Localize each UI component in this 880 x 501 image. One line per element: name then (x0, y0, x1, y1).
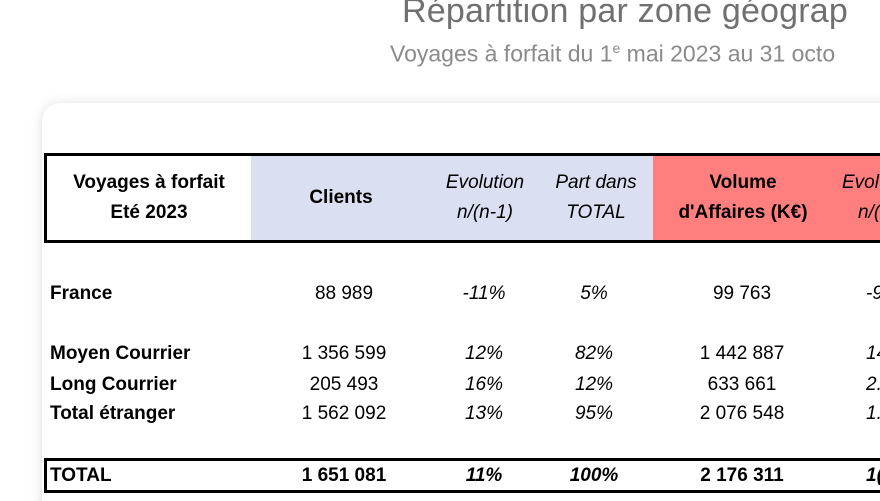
total-clients: 1 651 081 (301, 465, 387, 486)
table-row-total: TOTAL 1 651 081 11% 100% 2 176 311 1( (44, 461, 880, 491)
header-evolution: Evolution n/(n-1) (431, 156, 539, 240)
header-clients: Clients (251, 156, 431, 240)
row-label: Long Courrier (50, 374, 177, 395)
table-row-france: France 88 989 -11% 5% 99 763 -9 (44, 279, 880, 309)
row-clients: 1 562 092 (301, 403, 387, 424)
total-row-border (44, 458, 880, 493)
total-volume: 2 176 311 (700, 465, 784, 486)
header-part: Part dans TOTAL (539, 156, 653, 240)
header-evolution-volume-line1: Evol (842, 172, 879, 193)
row-volume: 99 763 (712, 283, 772, 304)
row-label: Total étranger (50, 403, 176, 424)
page-subtitle: Voyages à forfait du 1e mai 2023 au 31 o… (390, 40, 835, 68)
header-voyages-line1: Voyages à forfait (73, 172, 225, 193)
row-label: Moyen Courrier (50, 343, 191, 364)
header-evolution-volume: Evol n/( (833, 156, 880, 240)
header-part-line1: Part dans (555, 172, 637, 193)
row-part: 82% (574, 343, 614, 364)
row-clients: 205 493 (309, 374, 379, 395)
row-volume: 1 442 887 (699, 343, 785, 364)
row-volume: 2 076 548 (699, 403, 785, 424)
row-clients: 88 989 (314, 283, 374, 304)
row-evolution: 13% (464, 403, 504, 424)
table-row-moyen-courrier: Moyen Courrier 1 356 599 12% 82% 1 442 8… (44, 339, 880, 369)
header-volume: Volume d'Affaires (K€) (653, 156, 833, 240)
header-part-line2: TOTAL (566, 202, 626, 223)
row-evolution: 16% (464, 374, 504, 395)
row-evolution: -11% (462, 283, 506, 304)
row-volume: 633 661 (707, 374, 777, 395)
table-row-long-courrier: Long Courrier 205 493 16% 12% 633 661 2. (44, 370, 880, 400)
row-volume-evolution: 14 (866, 343, 880, 364)
row-part: 95% (574, 403, 614, 424)
header-volume-line1: Volume (709, 172, 777, 193)
table-header: Voyages à forfait Eté 2023 Clients Evolut… (44, 153, 880, 243)
subtitle-end: mai 2023 au 31 octo (620, 40, 836, 67)
row-clients: 1 356 599 (301, 343, 387, 364)
row-part: 5% (580, 283, 608, 304)
row-volume-evolution: 1. (866, 403, 880, 424)
header-evolution-line1: Evolution (445, 172, 525, 193)
subtitle-superscript: e (612, 40, 621, 56)
page-title: Répartition par zone géograp (402, 0, 849, 30)
header-voyages-line2: Eté 2023 (110, 202, 188, 223)
total-part: 100% (569, 465, 619, 486)
subtitle-start: Voyages à forfait du 1 (390, 40, 613, 67)
header-clients-label: Clients (309, 187, 373, 208)
row-evolution: 12% (464, 343, 504, 364)
header-evolution-volume-line2: n/( (858, 202, 880, 223)
row-part: 12% (574, 374, 614, 395)
row-volume-evolution: -9 (866, 283, 880, 304)
total-volume-evolution: 1( (866, 465, 880, 486)
total-evolution: 11% (465, 465, 503, 486)
header-volume-line2: d'Affaires (K€) (678, 202, 808, 223)
total-label: TOTAL (50, 465, 112, 486)
table-row-total-etranger: Total étranger 1 562 092 13% 95% 2 076 5… (44, 399, 880, 429)
header-voyages: Voyages à forfait Eté 2023 (47, 156, 251, 240)
row-label: France (50, 283, 113, 304)
header-evolution-line2: n/(n-1) (457, 202, 513, 223)
row-volume-evolution: 2. (866, 374, 880, 395)
